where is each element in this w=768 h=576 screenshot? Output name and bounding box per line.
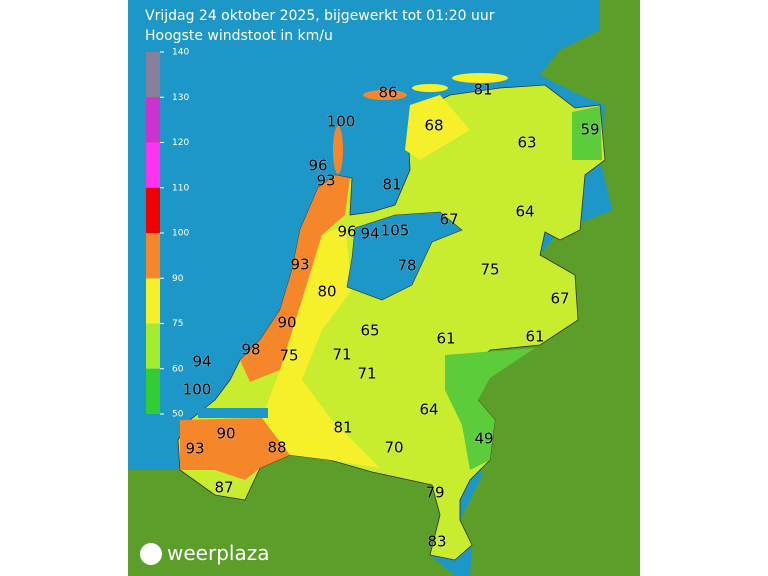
legend-swatch bbox=[146, 142, 160, 188]
legend-swatch bbox=[146, 323, 160, 369]
station-value: 61 bbox=[525, 328, 544, 346]
estuary bbox=[198, 408, 268, 418]
station-value: 98 bbox=[241, 341, 260, 359]
logo-icon bbox=[140, 543, 162, 565]
island bbox=[452, 73, 508, 83]
station-value: 87 bbox=[214, 479, 233, 497]
station-value: 79 bbox=[425, 484, 444, 502]
island bbox=[333, 126, 343, 174]
legend-tick-label: 100 bbox=[172, 229, 189, 239]
station-value: 81 bbox=[333, 419, 352, 437]
station-value: 94 bbox=[192, 353, 211, 371]
legend-tick-label: 110 bbox=[172, 183, 189, 193]
station-value: 64 bbox=[515, 203, 534, 221]
station-value: 90 bbox=[277, 314, 296, 332]
legend-swatch bbox=[146, 368, 160, 414]
legend-tick-label: 50 bbox=[172, 410, 184, 420]
island bbox=[363, 90, 407, 100]
logo: weerplaza bbox=[167, 541, 269, 565]
station-value: 81 bbox=[473, 81, 492, 99]
yellow-zone bbox=[262, 95, 470, 468]
station-value: 105 bbox=[381, 222, 410, 240]
subtitle: Hoogste windstoot in km/u bbox=[145, 28, 333, 44]
legend-tick-label: 60 bbox=[172, 364, 184, 374]
station-value: 100 bbox=[327, 113, 356, 131]
station-value: 93 bbox=[290, 256, 309, 274]
station-value: 63 bbox=[517, 134, 536, 152]
legend-swatch bbox=[146, 278, 160, 324]
station-value: 75 bbox=[279, 347, 298, 365]
station-value: 59 bbox=[580, 121, 599, 139]
station-value: 93 bbox=[185, 440, 204, 458]
station-value: 71 bbox=[332, 346, 351, 364]
station-value: 100 bbox=[183, 381, 212, 399]
station-value: 70 bbox=[384, 439, 403, 457]
station-value: 80 bbox=[317, 283, 336, 301]
station-value: 96 bbox=[308, 157, 327, 175]
legend-swatch bbox=[146, 187, 160, 233]
green-zone bbox=[445, 106, 602, 470]
station-value: 93 bbox=[316, 172, 335, 190]
island bbox=[412, 84, 448, 92]
legend-tick-label: 90 bbox=[172, 274, 184, 284]
station-value: 49 bbox=[474, 430, 493, 448]
station-value: 67 bbox=[550, 290, 569, 308]
legend-tick-label: 75 bbox=[172, 319, 183, 329]
station-value: 94 bbox=[360, 225, 379, 243]
station-value: 81 bbox=[382, 176, 401, 194]
legend-swatch bbox=[146, 52, 160, 98]
station-value: 61 bbox=[436, 330, 455, 348]
station-value: 96 bbox=[337, 223, 356, 241]
station-value: 78 bbox=[397, 257, 416, 275]
title: Vrijdag 24 oktober 2025, bijgewerkt tot … bbox=[145, 8, 495, 24]
land-abroad bbox=[128, 0, 640, 576]
legend-swatch bbox=[146, 97, 160, 143]
station-value: 65 bbox=[360, 322, 379, 340]
ijsselmeer bbox=[346, 211, 463, 301]
legend-tick-label: 140 bbox=[172, 48, 189, 58]
legend-tick-label: 130 bbox=[172, 93, 189, 103]
station-value: 75 bbox=[480, 261, 499, 279]
station-value: 90 bbox=[216, 425, 235, 443]
orange-zone bbox=[180, 175, 350, 480]
station-value: 64 bbox=[419, 401, 438, 419]
legend: 50 60 75 90 100 110 120 130 140 bbox=[146, 48, 189, 420]
waddenzee bbox=[345, 115, 400, 170]
station-value: 83 bbox=[427, 533, 446, 551]
station-value: 67 bbox=[439, 211, 458, 229]
station-value: 68 bbox=[424, 117, 443, 135]
station-value: 71 bbox=[357, 365, 376, 383]
station-value: 88 bbox=[267, 439, 286, 457]
legend-swatch bbox=[146, 233, 160, 279]
legend-tick-label: 120 bbox=[172, 138, 189, 148]
station-value: 86 bbox=[378, 84, 397, 102]
